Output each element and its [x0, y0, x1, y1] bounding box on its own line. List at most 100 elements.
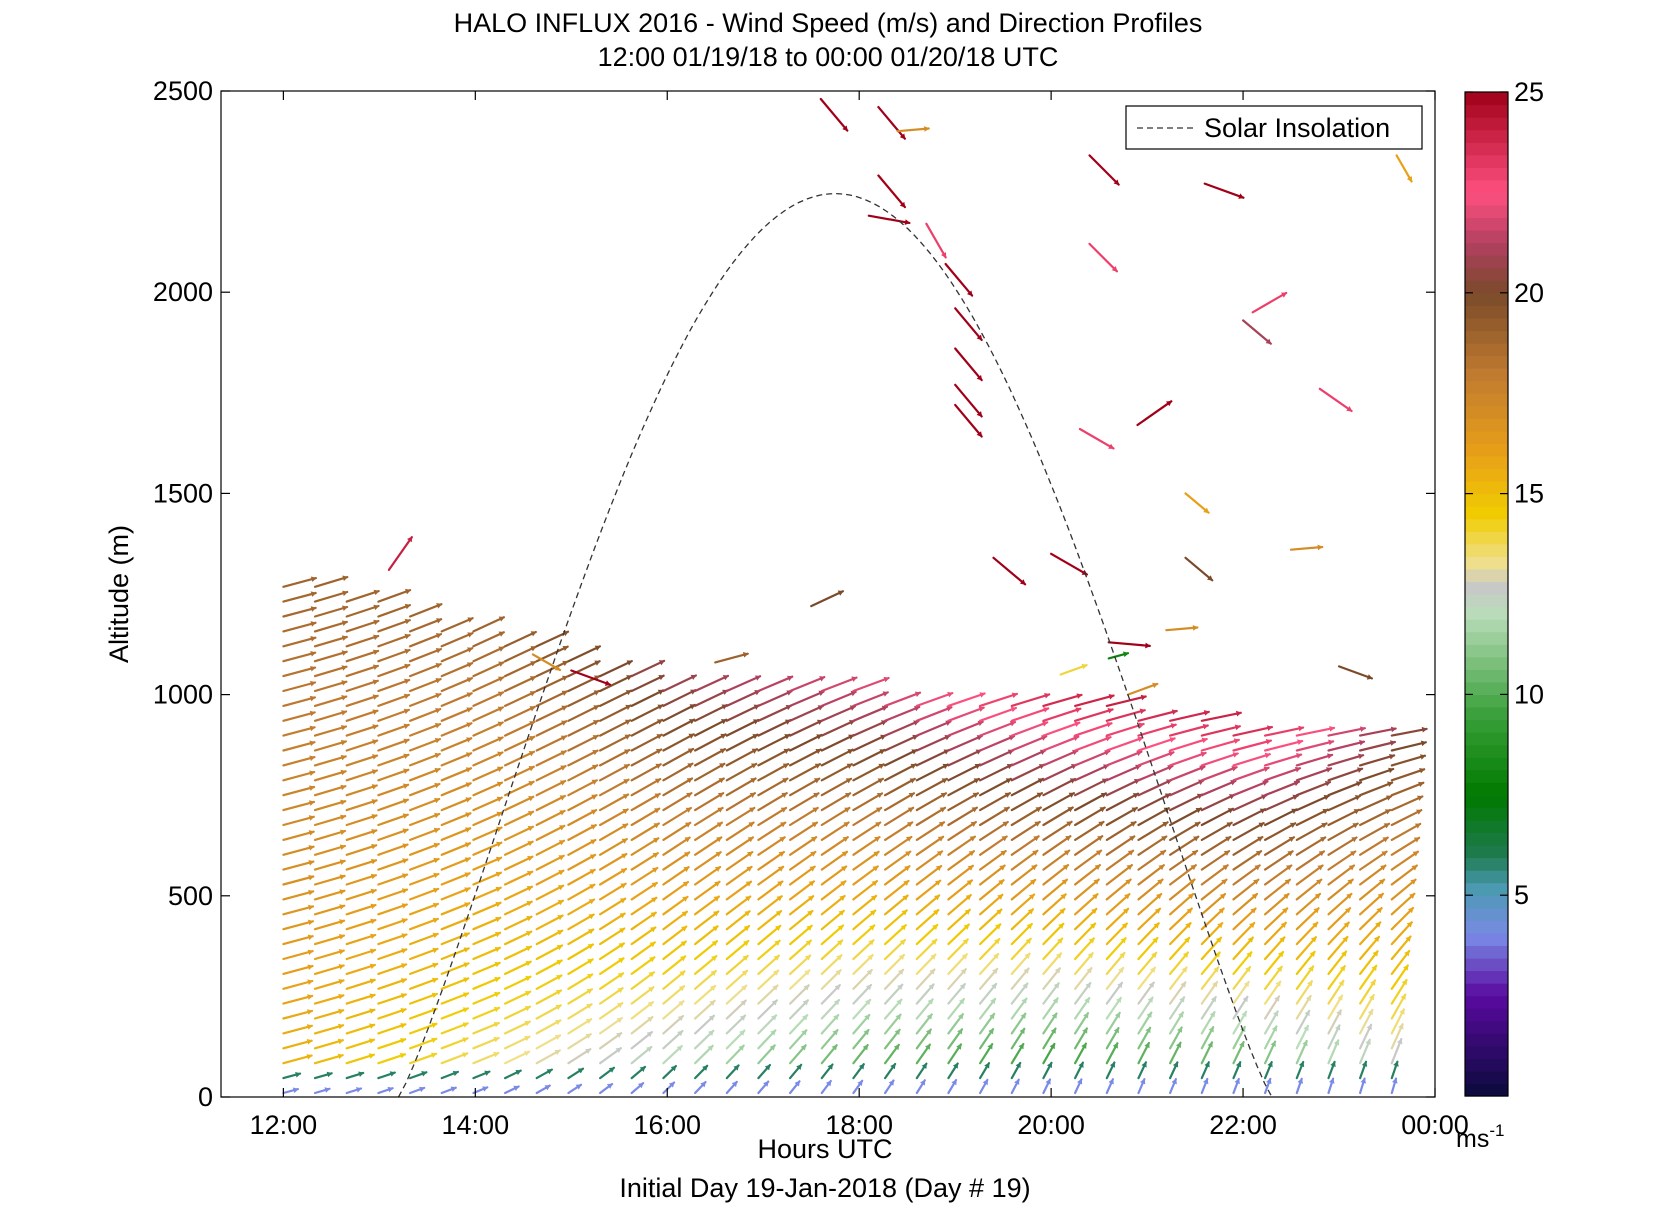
- wind-arrow: [978, 937, 1001, 961]
- wind-arrow: [377, 888, 409, 901]
- wind-arrow: [1327, 878, 1354, 901]
- wind-arrow-head: [557, 915, 564, 921]
- wind-arrow: [1358, 892, 1385, 916]
- wind-arrow-head: [783, 748, 790, 754]
- wind-arrow: [1010, 937, 1032, 961]
- x-axis-sublabel: Initial Day 19-Jan-2018 (Day # 19): [619, 1173, 1030, 1203]
- wind-arrow-head: [898, 969, 904, 975]
- wind-arrow: [598, 808, 629, 827]
- wind-arrow: [409, 1007, 438, 1020]
- wind-arrow-head: [712, 911, 719, 917]
- wind-arrow-head: [834, 984, 841, 991]
- wind-arrow-head: [498, 616, 505, 622]
- wind-arrow: [852, 850, 880, 871]
- wind-arrow: [915, 720, 952, 737]
- wind-arrow-head: [494, 991, 501, 998]
- colorbar-segment: [1465, 343, 1508, 357]
- wind-arrow-head: [435, 678, 442, 684]
- wind-arrow-head: [1129, 835, 1135, 842]
- wind-arrow-head: [682, 896, 689, 902]
- wind-arrow: [313, 770, 347, 782]
- wind-arrow-head: [1284, 879, 1291, 885]
- wind-arrow: [1105, 937, 1127, 961]
- wind-arrow-head: [495, 901, 502, 908]
- wind-arrow: [567, 808, 598, 827]
- wind-arrow-head: [524, 1005, 531, 1012]
- wind-arrow: [915, 706, 953, 722]
- wind-arrow: [1137, 751, 1175, 767]
- wind-arrow: [472, 646, 505, 663]
- wind-arrow: [693, 792, 725, 812]
- wind-arrow: [1105, 695, 1147, 708]
- wind-arrow: [1295, 936, 1318, 961]
- wind-arrow-head: [431, 1022, 438, 1029]
- wind-arrow-head: [739, 1030, 745, 1036]
- wind-arrow-head: [716, 822, 723, 828]
- chart-subtitle: 12:00 01/19/18 to 00:00 01/20/18 UTC: [598, 42, 1059, 72]
- wind-arrow: [1042, 707, 1082, 722]
- wind-arrow-head: [369, 978, 376, 984]
- wind-arrow-head: [527, 841, 534, 847]
- wind-arrow-head: [1227, 808, 1234, 814]
- wind-arrow: [535, 974, 563, 990]
- wind-arrow: [313, 605, 349, 618]
- wind-arrow: [662, 821, 692, 842]
- wind-arrow-head: [1124, 893, 1131, 900]
- wind-arrow: [504, 960, 532, 976]
- wind-arrow: [978, 792, 1012, 812]
- wind-arrow: [409, 1037, 438, 1050]
- wind-arrow: [1327, 808, 1361, 827]
- colorbar-segment: [1465, 104, 1508, 118]
- wind-arrow-head: [745, 896, 751, 902]
- wind-arrow: [630, 941, 656, 961]
- wind-arrow: [1073, 922, 1097, 946]
- wind-arrow-head: [528, 766, 535, 772]
- wind-arrow: [313, 800, 347, 812]
- wind-arrow-head: [1297, 739, 1304, 745]
- wind-arrow-head: [803, 984, 810, 991]
- wind-arrow-head: [338, 1023, 344, 1030]
- wind-arrow-head: [625, 690, 632, 696]
- wind-arrow-head: [879, 749, 886, 755]
- wind-arrow: [978, 879, 1005, 901]
- wind-arrow-head: [835, 969, 842, 976]
- wind-arrow-head: [941, 778, 948, 784]
- wind-arrow: [883, 850, 912, 871]
- wind-arrow-head: [814, 763, 821, 769]
- wind-arrow-head: [1385, 795, 1392, 801]
- wind-arrow: [377, 933, 408, 946]
- wind-arrow-head: [1419, 767, 1425, 774]
- wind-arrow-head: [1177, 1026, 1183, 1033]
- wind-arrow: [630, 748, 663, 767]
- wind-arrow-head: [525, 975, 532, 982]
- wind-arrow-head: [1171, 709, 1178, 715]
- wind-arrow-head: [1108, 693, 1115, 700]
- wind-arrow-head: [1100, 793, 1107, 799]
- wind-arrow-head: [341, 695, 348, 701]
- wind-arrow: [1165, 626, 1199, 632]
- wind-arrow: [1263, 836, 1296, 856]
- wind-arrow-head: [340, 724, 347, 731]
- wind-arrow-head: [371, 828, 378, 835]
- wind-arrow: [1232, 980, 1250, 1005]
- wind-arrow: [1263, 864, 1293, 886]
- wind-arrow: [1203, 182, 1245, 199]
- wind-arrow: [377, 1008, 407, 1020]
- wind-arrow: [535, 779, 567, 797]
- wind-arrow-head: [1169, 737, 1176, 743]
- wind-arrow-head: [1042, 721, 1048, 727]
- wind-arrow-head: [1420, 754, 1426, 760]
- wind-arrow-head: [433, 827, 440, 834]
- wind-arrow: [1200, 766, 1238, 782]
- wind-arrow-head: [1281, 292, 1287, 298]
- wind-arrow-head: [825, 1080, 832, 1087]
- wind-arrow-head: [1178, 1011, 1184, 1018]
- wind-arrow-head: [341, 620, 348, 626]
- wind-arrow: [409, 662, 442, 678]
- wind-arrow: [472, 691, 505, 708]
- wind-arrow-head: [1098, 821, 1105, 827]
- wind-arrow-head: [1069, 778, 1076, 784]
- wind-arrow: [282, 681, 317, 693]
- wind-arrow-head: [1366, 674, 1373, 680]
- wind-arrow-head: [310, 680, 316, 687]
